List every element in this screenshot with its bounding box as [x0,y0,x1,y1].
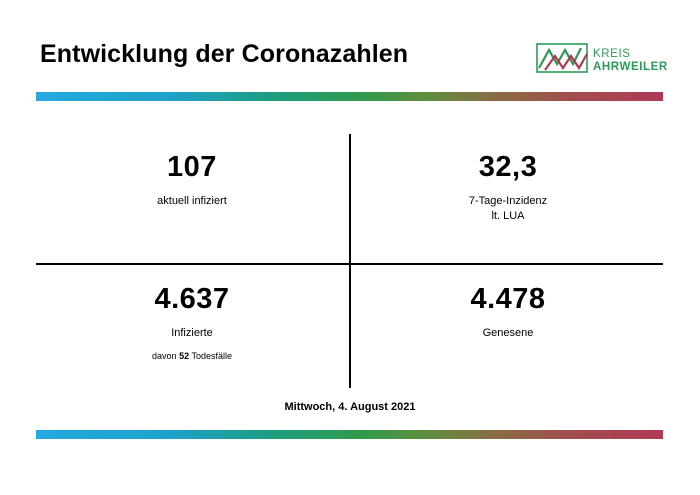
deaths-prefix: davon [152,351,177,361]
logo-text-ahrweiler: AHRWEILER [593,61,668,73]
incidence-source: lt. LUA [491,210,525,222]
bottom-gradient-bar [36,430,663,439]
page-title: Entwicklung der Coronazahlen [40,40,409,68]
incidence-value: 32,3 [478,151,538,183]
stat-active-infected: 107 aktuell infiziert [92,150,292,209]
recovered-label: Genesene [482,327,534,339]
infected-label: Infizierte [171,327,213,339]
recovered-value: 4.478 [470,283,546,315]
stat-recovered: 4.478 Genesene [408,282,608,341]
report-date: Mittwoch, 4. August 2021 [284,401,416,413]
active-label: aktuell infiziert [157,195,227,207]
stat-incidence: 32,3 7-Tage-Inzidenz lt. LUA [408,150,608,224]
deaths-suffix: Todesfälle [191,351,232,361]
deaths-note: davon 52 Todesfälle [92,351,292,361]
infected-value: 4.637 [154,283,230,315]
kreis-ahrweiler-logo: KREIS AHRWEILER [535,40,667,76]
incidence-label: 7-Tage-Inzidenz [468,195,548,207]
horizontal-divider [36,263,663,265]
vertical-divider [349,134,351,388]
logo-text-kreis: KREIS [593,48,631,60]
top-gradient-bar [36,92,663,101]
active-value: 107 [167,151,217,183]
kreis-ahrweiler-logo-icon [536,43,588,73]
deaths-value: 52 [179,351,190,361]
stat-total-infected: 4.637 Infizierte davon 52 Todesfälle [92,282,292,361]
